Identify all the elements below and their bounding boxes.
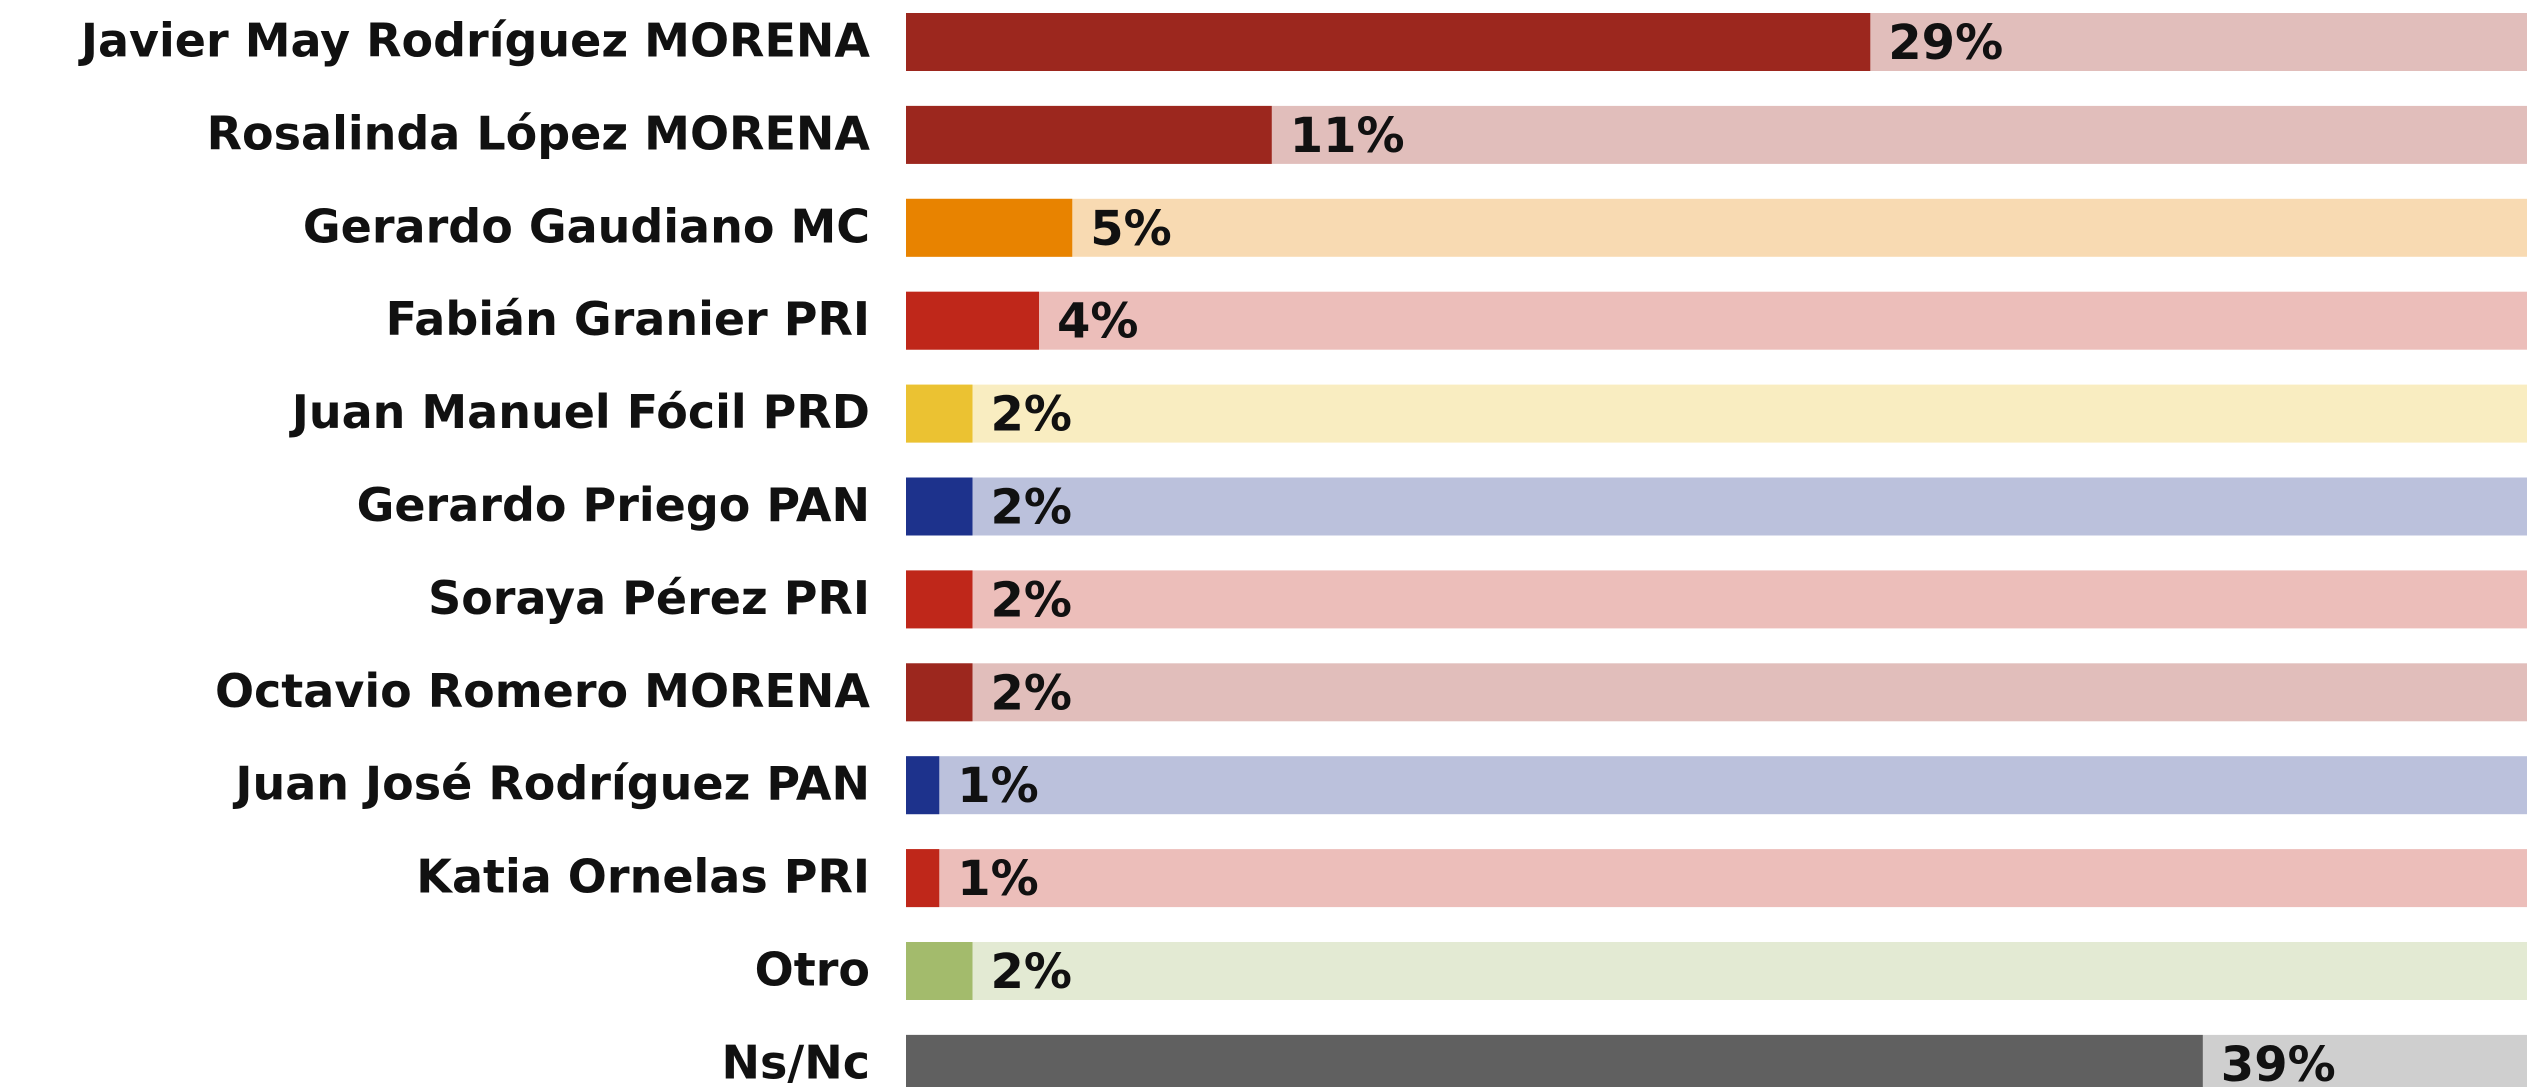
category-label: Octavio Romero MORENA [215,664,870,718]
category-label: Ns/Nc [722,1035,870,1087]
category-label: Juan José Rodríguez PAN [232,757,870,811]
bar-track [906,384,2527,443]
category-label: Rosalinda López MORENA [207,106,871,160]
bar [906,663,973,722]
bar [906,384,973,443]
bar [906,1034,2203,1087]
value-label: 2% [991,480,1073,536]
value-label: 1% [957,758,1038,814]
bar [906,105,1272,164]
value-label: 2% [991,944,1073,1000]
category-label: Otro [755,943,870,997]
category-label: Gerardo Gaudiano MC [303,199,870,253]
bar-track [906,942,2527,1000]
bar-track [906,570,2527,629]
value-label: 1% [957,851,1038,907]
bar [906,942,973,1000]
value-label: 11% [1290,108,1405,164]
value-label: 2% [991,665,1073,721]
bar [906,756,940,815]
value-label: 2% [991,572,1073,628]
category-label: Javier May Rodríguez MORENA [78,14,870,68]
bar-track [906,291,2527,350]
category-label: Fabián Granier PRI [386,292,870,346]
bar-track [906,756,2527,815]
bar [906,570,973,629]
value-label: 5% [1090,201,1172,257]
bar [906,477,973,536]
value-label: 29% [1888,15,2003,71]
value-label: 39% [2221,1037,2336,1087]
category-label: Katia Ornelas PRI [416,850,870,904]
bar-track [906,198,2527,257]
bar-track [906,477,2527,536]
value-label: 4% [1057,294,1139,350]
category-label: Gerardo Priego PAN [357,478,870,532]
bar [906,849,940,908]
bar [906,198,1073,257]
bar [906,291,1040,350]
bar-track [906,849,2527,908]
category-label: Juan Manuel Fócil PRD [289,385,870,439]
bar-track [906,663,2527,722]
category-label: Soraya Pérez PRI [428,571,870,625]
bar [906,13,1871,71]
value-label: 2% [991,387,1073,443]
